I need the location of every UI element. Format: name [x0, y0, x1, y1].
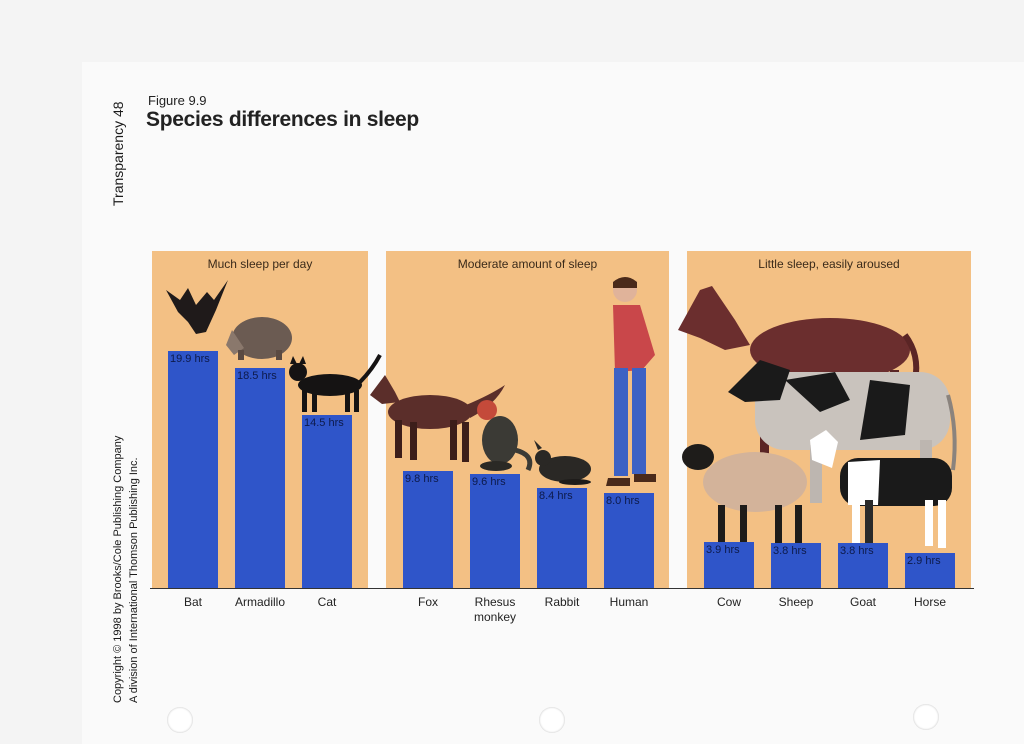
category-label: Horse [913, 595, 946, 609]
category-label: Armadillo [234, 595, 285, 609]
category-label: Fox [417, 595, 438, 609]
binder-hole-left [167, 707, 193, 733]
bar-value-label: 14.5 hrs [304, 417, 344, 430]
panel-title-little-sleep: Little sleep, easily aroused [758, 257, 900, 271]
cow-icon [728, 360, 957, 503]
category-label: Cow [716, 595, 741, 609]
bar-cat [302, 415, 352, 588]
rhesus-monkey-icon [477, 400, 533, 472]
bar-value-label: 19.9 hrs [170, 353, 210, 365]
binder-hole-right [913, 704, 939, 730]
human-icon [606, 277, 656, 486]
bar-value-label: 2.9 hrs [907, 555, 941, 568]
rabbit-icon [534, 440, 591, 485]
panel-title-much-sleep: Much sleep per day [207, 257, 313, 271]
binder-hole-center [539, 707, 565, 733]
panel-title-moderate-sleep: Moderate amount of sleep [457, 257, 598, 271]
bar-rabbit [537, 487, 587, 588]
bar-value-label: 8.0 hrs [606, 494, 640, 507]
goat-icon [810, 430, 952, 550]
cat-icon [289, 354, 382, 412]
sheep-icon [682, 444, 807, 547]
category-label: Bat [183, 595, 202, 609]
bar-value-label: 9.6 hrs [472, 475, 506, 488]
bat-icon [166, 280, 228, 334]
armadillo-icon [226, 317, 292, 360]
bar-armadillo [235, 367, 285, 588]
bar-value-label: 18.5 hrs [237, 369, 277, 382]
bar-value-label: 9.8 hrs [405, 473, 439, 486]
bar-cow [704, 541, 754, 588]
bar-fox [403, 471, 453, 588]
bar-human [604, 492, 654, 588]
figure-title: Species differences in sleep [146, 108, 419, 131]
bar-value-label: 3.8 hrs [773, 544, 807, 557]
category-label: Cat [317, 595, 337, 609]
category-label: Rabbit [544, 595, 580, 609]
bar-value-label: 8.4 hrs [539, 489, 573, 502]
bar-bat [168, 351, 218, 588]
figure-number: Figure 9.9 [148, 93, 207, 108]
category-label: Human [609, 595, 649, 609]
bar-goat [838, 542, 888, 588]
bar-sheep [771, 542, 821, 588]
bar-value-label: 3.8 hrs [840, 544, 874, 557]
category-label: Rhesus monkey [473, 595, 517, 624]
x-axis-baseline [150, 588, 974, 589]
bar-value-label: 3.9 hrs [706, 543, 740, 556]
bar-horse [905, 553, 955, 588]
category-label: Goat [849, 595, 876, 609]
bar-rhesus-monkey [470, 473, 520, 588]
category-label: Sheep [778, 595, 814, 609]
